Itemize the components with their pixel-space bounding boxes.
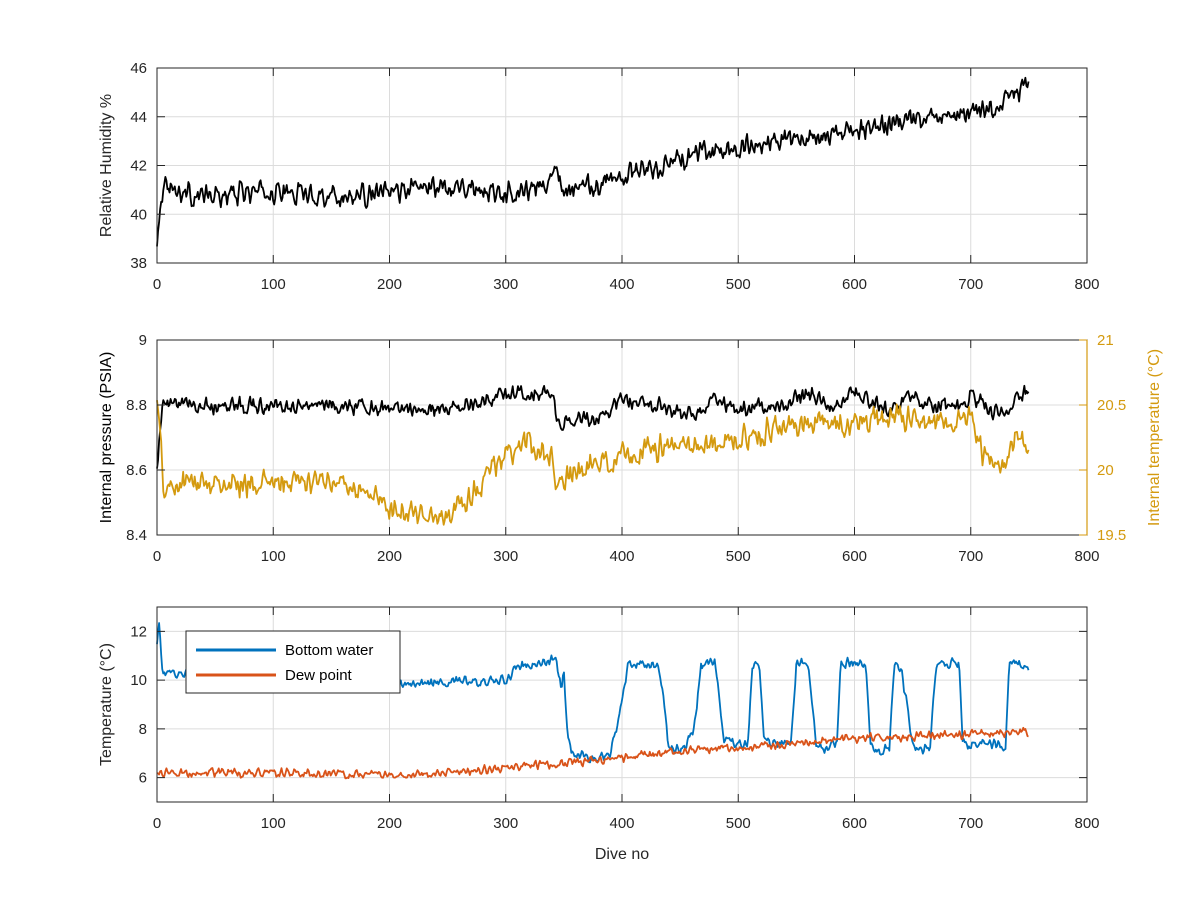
series-line-2-1 (156, 384, 1030, 469)
series-line-dew-point (156, 726, 1029, 780)
x-tick-label: 500 (726, 815, 751, 832)
series-group (156, 76, 1030, 247)
y-tick-label: 9 (139, 332, 147, 349)
x-tick-label: 700 (958, 815, 983, 832)
y-tick-label: 46 (130, 60, 147, 77)
legend-label: Dew point (285, 667, 353, 684)
series-line-2-2 (156, 400, 1030, 526)
x-tick-label: 300 (493, 548, 518, 565)
x-tick-label: 300 (493, 276, 518, 293)
y-tick-label: 8.8 (126, 397, 147, 414)
x-tick-label: 100 (261, 815, 286, 832)
x-tick-label: 700 (958, 548, 983, 565)
x-tick-label: 200 (377, 815, 402, 832)
x-tick-label: 800 (1074, 548, 1099, 565)
y-right-tick-label: 19.5 (1097, 527, 1126, 544)
x-tick-label: 400 (609, 815, 634, 832)
panel-3: 0 100 200 300 400 500 600 700 800 6 8 10 12 Temperatu… (98, 606, 1100, 863)
x-tick-label: 600 (842, 548, 867, 565)
x-tick-label: 100 (261, 276, 286, 293)
y-tick-label: 8.4 (126, 527, 147, 544)
legend-box (185, 630, 401, 694)
y-right-axis-label: Internal temperature (°C) (1146, 349, 1163, 526)
y-axis-label: Internal pressure (PSIA) (98, 352, 115, 524)
y-axis-label: Temperature (°C) (98, 643, 115, 766)
y-right-tick-label: 21 (1097, 332, 1114, 349)
x-tick-label: 500 (726, 548, 751, 565)
y-tick-label: 38 (130, 255, 147, 272)
x-tick-label: 0 (153, 548, 161, 565)
x-tick-label: 600 (842, 815, 867, 832)
x-tick-label: 800 (1074, 276, 1099, 293)
y-tick-label: 10 (130, 672, 147, 689)
x-tick-label: 0 (153, 815, 161, 832)
x-tick-label: 0 (153, 276, 161, 293)
y-tick-label: 40 (130, 206, 147, 223)
panel-1: 0 100 200 300 400 500 600 700 800 38 40 42 44 46 Relat… (98, 60, 1100, 293)
x-tick-label: 100 (261, 548, 286, 565)
panel-2: 0 100 200 300 400 500 600 700 800 8.4 8.6 8.8 9 19.5 2… (98, 332, 1163, 565)
x-tick-label: 200 (377, 548, 402, 565)
x-tick-label: 400 (609, 276, 634, 293)
series-group (156, 384, 1030, 526)
y-tick-label: 6 (139, 770, 147, 787)
x-tick-label: 300 (493, 815, 518, 832)
y-tick-label: 12 (130, 623, 147, 640)
x-tick-label: 800 (1074, 815, 1099, 832)
x-tick-label: 700 (958, 276, 983, 293)
y-axis-label: Relative Humidity % (98, 94, 115, 237)
y-right-tick-label: 20.5 (1097, 397, 1126, 414)
x-tick-label: 600 (842, 276, 867, 293)
y-tick-label: 42 (130, 158, 147, 175)
series-line-1-1 (156, 76, 1030, 247)
x-axis-label: Dive no (595, 846, 649, 863)
x-tick-label: 400 (609, 548, 634, 565)
y-tick-label: 44 (130, 109, 147, 126)
legend-label: Bottom water (285, 642, 373, 659)
x-tick-label: 500 (726, 276, 751, 293)
y-tick-label: 8 (139, 721, 147, 738)
y-right-tick-label: 20 (1097, 462, 1114, 479)
y-tick-label: 8.6 (126, 462, 147, 479)
legend: Bottom water Dew point (185, 630, 401, 694)
x-tick-label: 200 (377, 276, 402, 293)
